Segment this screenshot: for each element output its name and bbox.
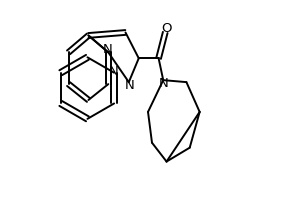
- Text: N: N: [125, 79, 135, 92]
- Text: N: N: [158, 77, 168, 90]
- Text: N: N: [103, 43, 112, 56]
- Text: O: O: [162, 22, 172, 35]
- Text: N: N: [109, 65, 119, 78]
